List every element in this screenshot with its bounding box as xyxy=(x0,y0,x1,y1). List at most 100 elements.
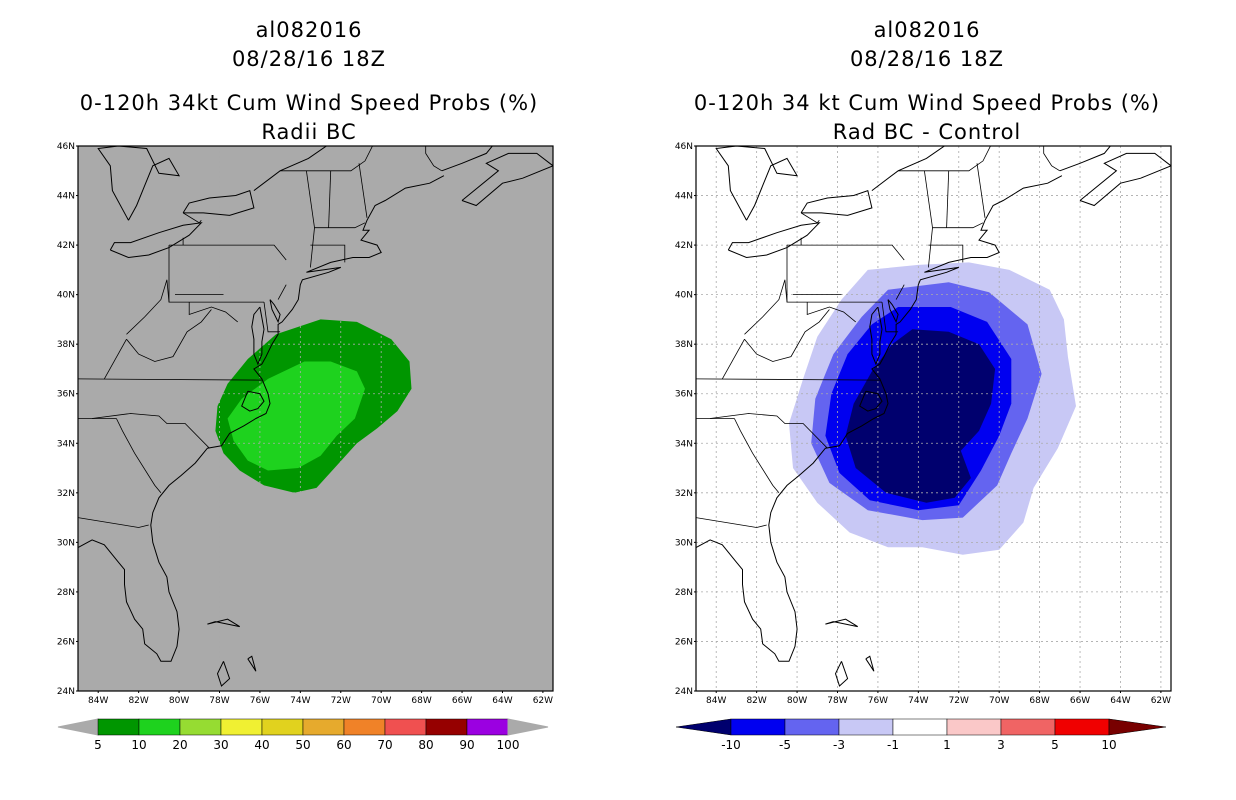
right-title-product: 0-120h 34 kt Cum Wind Speed Probs (%) xyxy=(693,91,1161,115)
colorbar-swatch xyxy=(302,718,345,736)
water-body-outline xyxy=(109,222,203,259)
left-panel: al082016 08/28/16 18Z 0-120h 34kt Cum Wi… xyxy=(57,18,554,752)
lon-tick-label: 62W xyxy=(533,696,553,706)
state-border xyxy=(881,302,899,333)
colorbar-swatch xyxy=(97,718,140,736)
lon-tick-label: 70W xyxy=(371,696,391,706)
water-body-outline xyxy=(251,306,265,366)
water-body-outline xyxy=(241,390,265,412)
lon-tick-label: 72W xyxy=(331,696,351,706)
lon-tick-label: 78W xyxy=(209,696,229,706)
colorbar-swatch xyxy=(261,718,304,736)
colorbar-label: 1 xyxy=(943,738,951,752)
colorbar-label: 20 xyxy=(172,738,187,752)
lat-tick-label: 26N xyxy=(675,637,693,647)
state-border xyxy=(734,418,780,494)
colorbar-swatch xyxy=(384,718,427,736)
state-border xyxy=(976,163,986,218)
colorbar-swatch xyxy=(425,718,468,736)
water-body-outline xyxy=(1079,152,1171,207)
lon-tick-label: 64W xyxy=(492,696,512,706)
lat-tick-label: 32N xyxy=(675,489,693,499)
lon-tick-label: 82W xyxy=(128,696,148,706)
water-body-outline xyxy=(182,189,255,216)
lon-tick-label: 84W xyxy=(706,696,726,706)
state-border xyxy=(277,284,287,300)
state-border xyxy=(744,309,830,362)
right-title-date: 08/28/16 18Z xyxy=(849,47,1005,71)
right-map: 46N 44N 42N 40N 38N 36N 34N 32N 30N 28N 26N 24N 84W 8… xyxy=(675,142,1172,752)
colorbar-swatch xyxy=(784,718,840,736)
lat-tick-label: 28N xyxy=(675,588,693,598)
lon-tick-label: 68W xyxy=(411,696,431,706)
colorbar-swatch xyxy=(220,718,263,736)
water-body-outline xyxy=(859,390,883,412)
lat-tick-label: 46N xyxy=(57,142,75,152)
colorbar-label: -1 xyxy=(887,738,899,752)
lon-tick-label: 64W xyxy=(1110,696,1130,706)
colorbar-underflow-arrow xyxy=(57,718,99,736)
right-title-storm-id: al082016 xyxy=(873,18,981,42)
state-border xyxy=(744,279,788,335)
state-border xyxy=(895,284,905,300)
lon-tick-label: 80W xyxy=(169,696,189,706)
left-title-subtitle: Radii BC xyxy=(261,120,357,144)
colorbar-swatch xyxy=(179,718,222,736)
colorbar-swatch xyxy=(466,718,509,736)
water-body-outline xyxy=(269,299,281,324)
water-body-outline xyxy=(97,146,181,221)
bahamas-island xyxy=(216,661,231,687)
water-body-outline xyxy=(887,299,899,324)
lat-tick-label: 36N xyxy=(675,390,693,400)
lat-tick-label: 24N xyxy=(57,687,75,697)
coastline xyxy=(78,175,445,662)
state-border xyxy=(928,244,964,263)
lat-tick-label: 34N xyxy=(57,439,75,449)
colorbar-label: -5 xyxy=(779,738,791,752)
lon-tick-label: 66W xyxy=(452,696,472,706)
lat-tick-label: 28N xyxy=(57,588,75,598)
lon-tick-label: 62W xyxy=(1151,696,1171,706)
state-border xyxy=(280,146,443,172)
left-map-frame xyxy=(77,145,554,692)
lon-tick-label: 70W xyxy=(989,696,1009,706)
colorbar-swatch xyxy=(838,718,894,736)
lat-tick-label: 42N xyxy=(57,241,75,251)
bahamas-island xyxy=(207,618,240,628)
state-border xyxy=(328,170,332,228)
state-border xyxy=(696,378,880,381)
lat-tick-label: 38N xyxy=(57,340,75,350)
state-border xyxy=(78,517,149,528)
state-border xyxy=(103,339,127,380)
state-border xyxy=(126,279,170,335)
colorbar-label: 10 xyxy=(1101,738,1116,752)
lon-tick-label: 84W xyxy=(88,696,108,706)
colorbar-label: 30 xyxy=(213,738,228,752)
state-border xyxy=(787,244,905,261)
lat-tick-label: 44N xyxy=(675,192,693,202)
st-lawrence-river xyxy=(871,146,946,191)
colorbar-label: -3 xyxy=(833,738,845,752)
state-border xyxy=(310,244,346,263)
colorbar-label: 40 xyxy=(254,738,269,752)
lon-tick-label: 72W xyxy=(949,696,969,706)
lat-tick-label: 30N xyxy=(675,538,693,548)
lon-tick-label: 66W xyxy=(1070,696,1090,706)
state-border xyxy=(263,302,281,333)
lon-tick-label: 80W xyxy=(787,696,807,706)
prob-contour-10-20 xyxy=(227,361,365,471)
colorbar-underflow-arrow xyxy=(675,718,732,736)
state-border xyxy=(188,302,238,323)
colorbar-label: 60 xyxy=(336,738,351,752)
lon-tick-label: 82W xyxy=(746,696,766,706)
state-border xyxy=(800,212,820,224)
state-border xyxy=(932,222,984,229)
colorbar-label: 10 xyxy=(131,738,146,752)
bahamas-island xyxy=(247,655,257,672)
state-border xyxy=(898,146,1061,172)
bahamas-island xyxy=(825,618,858,628)
bahamas-island xyxy=(834,661,849,687)
state-border xyxy=(721,339,745,380)
water-body-outline xyxy=(727,222,821,259)
water-body-outline xyxy=(715,146,799,221)
